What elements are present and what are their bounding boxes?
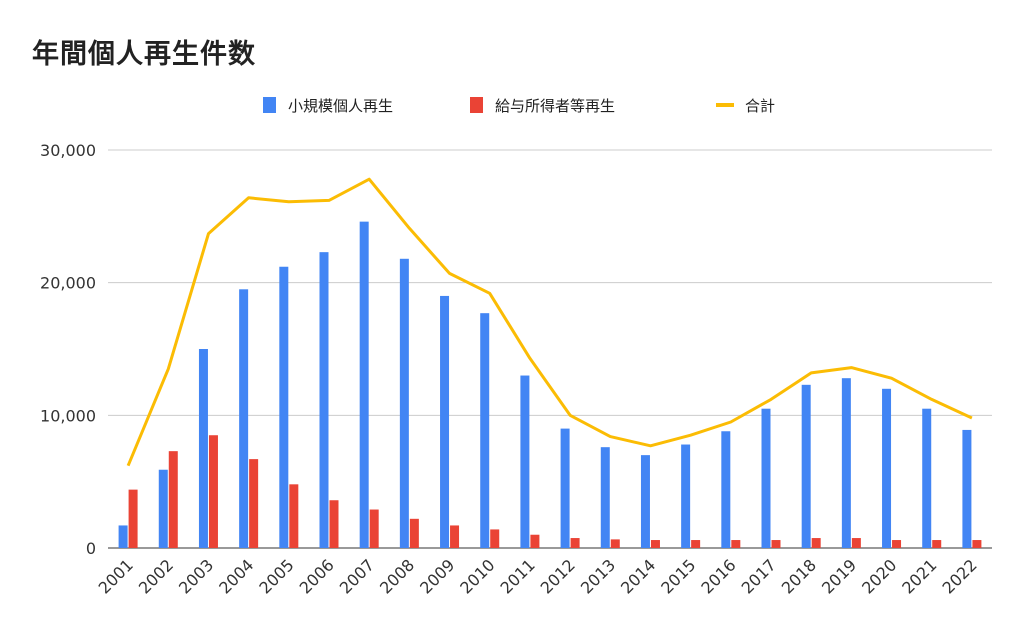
- bar-small-scale-2018: [801, 384, 811, 548]
- x-tick-label: 2015: [657, 555, 699, 597]
- bar-small-scale-2004: [239, 289, 249, 548]
- legend-label: 給与所得者等再生: [495, 97, 615, 115]
- bar-salary-earner-2019: [851, 538, 861, 548]
- bar-small-scale-2010: [480, 313, 490, 548]
- y-axis-ticks: 0 10,000 20,000 30,000: [40, 141, 96, 558]
- bar-small-scale-2009: [440, 295, 450, 548]
- bar-small-scale-2003: [198, 349, 208, 548]
- legend-label: 小規模個人再生: [288, 97, 393, 115]
- bar-small-scale-2002: [158, 469, 168, 548]
- x-tick-label: 2005: [255, 555, 297, 597]
- bar-salary-earner-2016: [731, 540, 741, 548]
- bar-small-scale-2008: [399, 258, 409, 548]
- legend-swatch: [470, 97, 483, 113]
- bar-small-scale-2014: [640, 455, 650, 548]
- bar-salary-earner-2022: [972, 540, 982, 548]
- x-tick-label: 2018: [778, 555, 820, 597]
- bar-small-scale-2021: [922, 408, 932, 548]
- y-tick-label: 30,000: [40, 141, 96, 160]
- x-tick-label: 2017: [738, 555, 780, 597]
- bar-small-scale-2016: [721, 431, 731, 548]
- bar-small-scale-2007: [359, 221, 369, 548]
- x-tick-label: 2022: [939, 555, 981, 597]
- x-tick-label: 2004: [215, 555, 257, 597]
- x-tick-label: 2001: [95, 555, 137, 597]
- x-tick-label: 2003: [175, 555, 217, 597]
- x-tick-label: 2007: [336, 555, 378, 597]
- bar-small-scale-2015: [681, 444, 691, 548]
- x-tick-label: 2014: [617, 555, 659, 597]
- bar-small-scale-2011: [520, 375, 530, 548]
- bar-small-scale-2022: [962, 429, 972, 548]
- bar-salary-earner-2010: [490, 529, 500, 548]
- bar-salary-earner-2015: [691, 540, 701, 548]
- bar-salary-earner-2006: [329, 500, 339, 548]
- bar-small-scale-2005: [279, 266, 289, 548]
- y-tick-label: 0: [86, 539, 96, 558]
- x-tick-label: 2019: [818, 555, 860, 597]
- x-tick-label: 2016: [697, 555, 739, 597]
- bar-salary-earner-2018: [811, 538, 821, 548]
- bar-small-scale-2017: [761, 408, 771, 548]
- lines: [126, 177, 973, 467]
- y-tick-label: 10,000: [40, 406, 96, 425]
- x-tick-label: 2012: [537, 555, 579, 597]
- legend-swatch: [263, 97, 276, 113]
- y-tick-label: 20,000: [40, 274, 96, 293]
- x-tick-label: 2021: [898, 555, 940, 597]
- bar-salary-earner-2002: [168, 451, 178, 548]
- chart-title: 年間個人再生件数: [32, 39, 256, 70]
- x-axis-ticks: 2001200220032004200520062007200820092010…: [95, 555, 981, 597]
- bar-salary-earner-2009: [450, 525, 460, 548]
- x-tick-label: 2009: [416, 555, 458, 597]
- line-series-total: [126, 177, 973, 467]
- bar-salary-earner-2008: [409, 518, 419, 548]
- bars: [118, 221, 982, 549]
- bar-salary-earner-2007: [369, 509, 379, 548]
- bar-salary-earner-2012: [570, 538, 580, 548]
- x-tick-label: 2020: [858, 555, 900, 597]
- bar-salary-earner-2003: [208, 435, 218, 548]
- bar-salary-earner-2017: [771, 540, 781, 548]
- bar-small-scale-2006: [319, 252, 329, 549]
- x-tick-label: 2013: [577, 555, 619, 597]
- bar-salary-earner-2001: [128, 489, 138, 548]
- bar-small-scale-2020: [882, 388, 892, 548]
- bar-small-scale-2013: [600, 447, 610, 548]
- x-tick-label: 2010: [456, 555, 498, 597]
- bar-salary-earner-2020: [892, 540, 902, 548]
- legend-label: 合計: [745, 97, 775, 115]
- bar-small-scale-2001: [118, 525, 128, 548]
- bar-salary-earner-2021: [932, 540, 942, 548]
- bar-salary-earner-2005: [289, 484, 299, 548]
- x-tick-label: 2011: [497, 555, 539, 597]
- legend: 小規模個人再生 給与所得者等再生 合計: [263, 97, 775, 115]
- bar-small-scale-2012: [560, 428, 570, 548]
- x-tick-label: 2006: [296, 555, 338, 597]
- x-tick-label: 2002: [135, 555, 177, 597]
- bar-salary-earner-2014: [650, 540, 660, 548]
- bar-salary-earner-2011: [530, 534, 540, 548]
- bar-salary-earner-2004: [249, 459, 259, 548]
- x-tick-label: 2008: [376, 555, 418, 597]
- bar-small-scale-2019: [841, 378, 851, 548]
- bar-salary-earner-2013: [610, 539, 620, 548]
